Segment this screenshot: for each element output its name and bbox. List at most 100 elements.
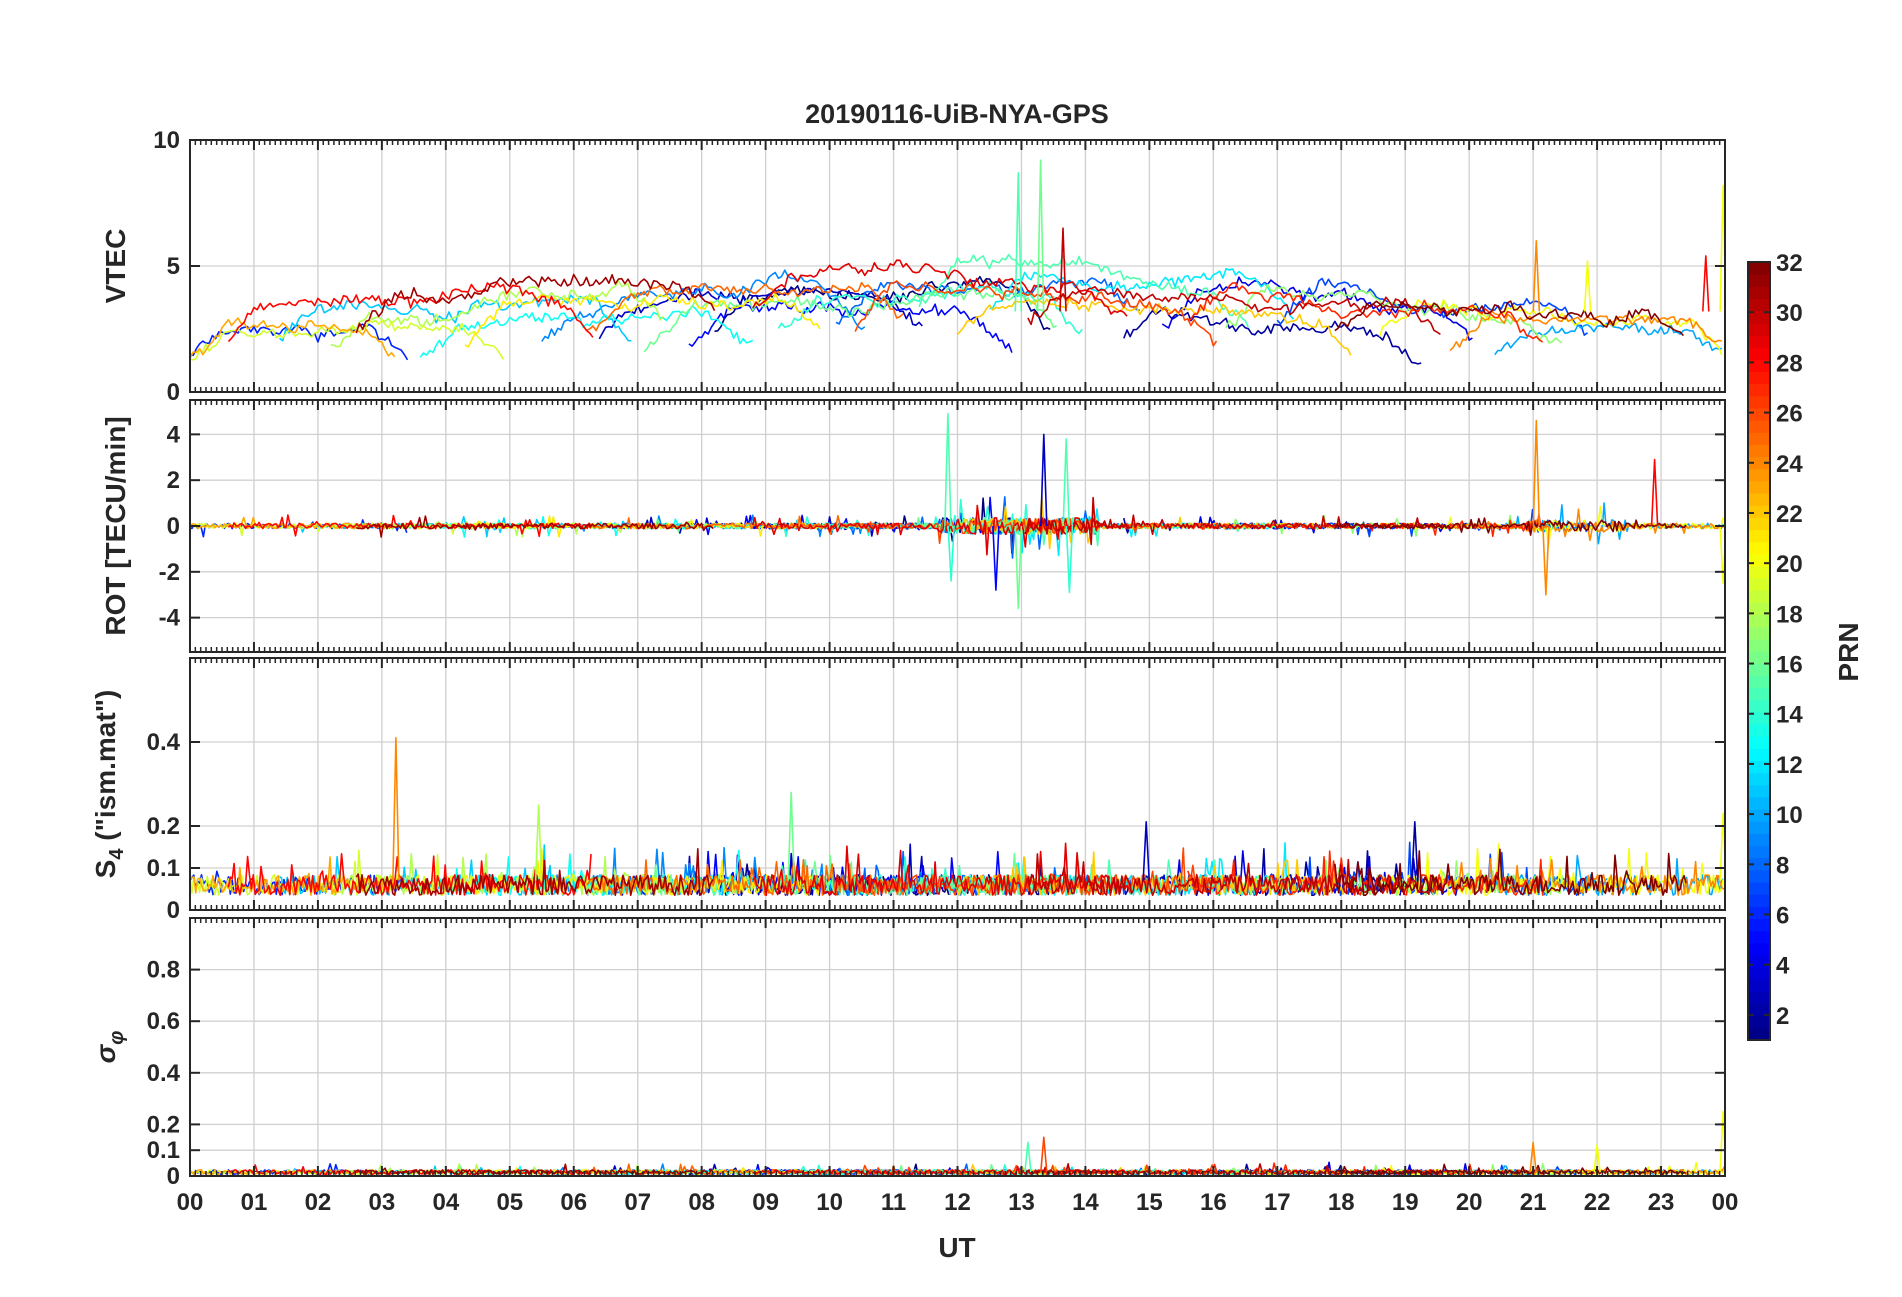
trace-prn-31 xyxy=(356,515,714,538)
colorbar-swatch xyxy=(1748,322,1770,336)
colorbar-swatch xyxy=(1748,359,1770,373)
colorbar-swatch xyxy=(1748,371,1770,385)
trace-prn-19 xyxy=(190,522,504,537)
colorbar-swatch xyxy=(1748,1015,1770,1029)
colorbar-swatch xyxy=(1748,553,1770,567)
x-tick-label: 04 xyxy=(432,1189,459,1216)
x-tick-label: 23 xyxy=(1648,1189,1675,1216)
colorbar-swatch xyxy=(1748,468,1770,482)
colorbar-tick-label: 10 xyxy=(1776,802,1803,829)
colorbar-tick-label: 24 xyxy=(1776,451,1803,478)
trace-prn-30 xyxy=(1027,853,1443,897)
x-tick-label: 20 xyxy=(1456,1189,1483,1216)
y-axis-label-vtec: VTEC xyxy=(100,229,131,304)
x-tick-label: 14 xyxy=(1072,1189,1099,1216)
x-tick-label: 22 xyxy=(1584,1189,1611,1216)
spike-rot-6 xyxy=(1065,525,1074,594)
x-axis-label: UT xyxy=(938,1232,975,1263)
spike-s4-1 xyxy=(534,804,543,881)
trace-prn-22 xyxy=(956,297,1352,356)
spike-vtec-0 xyxy=(1014,172,1023,312)
trace-prn-21 xyxy=(464,292,821,348)
colorbar-swatch xyxy=(1748,784,1770,798)
colorbar-tick-label: 2 xyxy=(1776,1003,1789,1030)
colorbar-swatch xyxy=(1748,517,1770,531)
trace-prn-28 xyxy=(227,514,592,538)
spike-vtec-2 xyxy=(1059,227,1067,312)
colorbar-tick-label: 12 xyxy=(1776,752,1803,779)
x-tick-label: 19 xyxy=(1392,1189,1419,1216)
spike-sigma-4 xyxy=(1719,1110,1725,1173)
trace-prn-12 xyxy=(989,267,1294,320)
colorbar-tick-label: 14 xyxy=(1776,702,1803,729)
y-tick-label-s4: 0.1 xyxy=(147,855,180,882)
colorbar-swatch xyxy=(1748,590,1770,603)
colorbar-swatch xyxy=(1748,420,1770,433)
y-tick-label-vtec: 0 xyxy=(167,379,180,406)
spike-rot-8 xyxy=(1542,525,1550,596)
trace-prn-26 xyxy=(854,280,1218,347)
x-tick-label: 02 xyxy=(305,1189,332,1216)
x-tick-label: 13 xyxy=(1008,1189,1035,1216)
y-axis-label-rot: ROT [TECU/min] xyxy=(100,416,131,635)
x-tick-label: 07 xyxy=(624,1189,651,1216)
trace-prn-3 xyxy=(598,285,923,340)
trace-prn-32 xyxy=(1334,1163,1687,1176)
colorbar-swatch xyxy=(1748,942,1770,956)
trace-prn-32 xyxy=(1334,848,1687,897)
spike-sigma-1 xyxy=(1040,1136,1048,1173)
trace-prn-24 xyxy=(1449,309,1722,352)
spike-rot-9 xyxy=(1650,458,1659,527)
x-tick-label: 21 xyxy=(1520,1189,1547,1216)
y-tick-label-vtec: 5 xyxy=(167,253,180,280)
colorbar-swatch xyxy=(1748,687,1770,701)
colorbar-swatch xyxy=(1748,407,1770,421)
colorbar-swatch xyxy=(1748,821,1770,834)
y-tick-label-sigma: 0.6 xyxy=(147,1008,180,1035)
spike-rot-1 xyxy=(947,525,955,582)
y-tick-label-s4: 0.4 xyxy=(147,729,181,756)
trace-prn-9 xyxy=(541,269,866,342)
x-tick-label: 00 xyxy=(177,1189,204,1216)
trace-prn-18 xyxy=(330,280,664,348)
colorbar-swatch xyxy=(1748,310,1770,324)
panel-traces-vtec xyxy=(190,159,1725,365)
spike-rot-4 xyxy=(1040,433,1048,527)
spike-rot-2 xyxy=(992,525,1000,591)
colorbar-swatch xyxy=(1748,444,1770,458)
colorbar-swatch xyxy=(1748,578,1770,591)
colorbar-swatch xyxy=(1748,845,1770,859)
colorbar-tick-label: 16 xyxy=(1776,652,1803,679)
colorbar-swatch xyxy=(1748,529,1770,543)
x-tick-label: 06 xyxy=(560,1189,587,1216)
y-tick-label-rot: -2 xyxy=(159,559,180,586)
spike-vtec-1 xyxy=(1036,159,1045,312)
y-tick-label-sigma: 0.1 xyxy=(147,1137,180,1164)
colorbar-swatch xyxy=(1748,760,1770,774)
colorbar-swatch xyxy=(1748,772,1770,786)
colorbar-swatch xyxy=(1748,930,1770,944)
colorbar-swatch xyxy=(1748,432,1770,445)
x-tick-label: 17 xyxy=(1264,1189,1291,1216)
spike-vtec-6 xyxy=(1719,184,1725,312)
colorbar-swatch xyxy=(1748,894,1770,907)
colorbar-swatch xyxy=(1748,480,1770,494)
colorbar-swatch xyxy=(1748,383,1770,397)
colorbar-swatch xyxy=(1748,991,1770,1005)
trace-prn-25 xyxy=(586,281,904,332)
colorbar-tick-label: 28 xyxy=(1776,350,1803,377)
colorbar-swatch xyxy=(1748,565,1770,579)
x-tick-label: 08 xyxy=(688,1189,715,1216)
colorbar-frame xyxy=(1747,261,1771,1041)
colorbar-tick-label: 8 xyxy=(1776,852,1789,879)
colorbar-swatch xyxy=(1748,274,1770,287)
x-tick-label: 18 xyxy=(1328,1189,1355,1216)
y-tick-label-sigma: 0.2 xyxy=(147,1111,180,1138)
colorbar-swatch xyxy=(1748,979,1770,992)
colorbar-swatch xyxy=(1748,748,1770,762)
colorbar-swatch xyxy=(1748,298,1770,312)
trace-prn-28 xyxy=(227,281,594,343)
colorbar-swatch xyxy=(1748,1027,1770,1041)
colorbar-swatch xyxy=(1748,906,1770,920)
